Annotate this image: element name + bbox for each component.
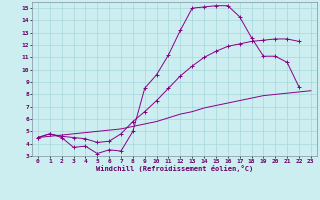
X-axis label: Windchill (Refroidissement éolien,°C): Windchill (Refroidissement éolien,°C) [96,165,253,172]
